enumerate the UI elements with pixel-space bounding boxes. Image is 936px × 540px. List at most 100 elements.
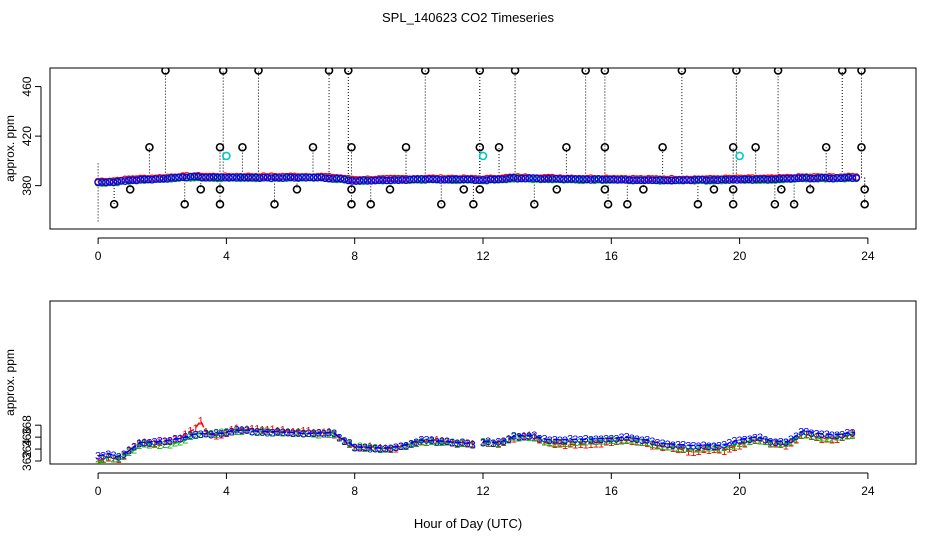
baseline-point bbox=[363, 177, 372, 185]
series-3-marker: 3 bbox=[295, 428, 301, 440]
series-1-marker: 1 bbox=[372, 443, 378, 455]
baseline-point bbox=[613, 176, 622, 184]
baseline-point bbox=[506, 174, 514, 182]
series-2-marker: 2 bbox=[701, 443, 707, 455]
outlier-point bbox=[776, 185, 786, 194]
outlier-point bbox=[161, 68, 170, 75]
series-3-marker: 3 bbox=[598, 434, 604, 446]
baseline-point bbox=[113, 177, 122, 186]
baseline-point bbox=[494, 175, 503, 184]
baseline-point bbox=[698, 175, 707, 184]
baseline-point bbox=[305, 173, 314, 182]
outlier-point bbox=[469, 199, 478, 209]
baseline-point bbox=[606, 175, 614, 184]
series-3-marker: 3 bbox=[793, 431, 799, 443]
outlier-point bbox=[857, 68, 866, 75]
series-2-marker: 2 bbox=[95, 459, 101, 471]
series-3-marker: 3 bbox=[377, 443, 383, 455]
baseline-point bbox=[833, 174, 841, 182]
baseline-point bbox=[286, 173, 295, 182]
series-3-marker: 3 bbox=[742, 435, 748, 447]
baseline-point bbox=[167, 174, 176, 182]
baseline-point bbox=[744, 175, 753, 184]
series-1-marker: 1 bbox=[403, 441, 409, 453]
cyan-point bbox=[735, 151, 744, 161]
outlier-point bbox=[254, 68, 263, 75]
series-1-marker: 1 bbox=[223, 428, 229, 440]
baseline-point bbox=[440, 176, 449, 184]
series-2-marker: 2 bbox=[557, 437, 563, 449]
series-1-marker: 1 bbox=[116, 454, 122, 466]
series-2-marker: 2 bbox=[747, 436, 753, 448]
baseline-point bbox=[563, 175, 572, 183]
series-3-marker: 3 bbox=[500, 436, 506, 448]
series-2-marker: 2 bbox=[167, 439, 173, 451]
baseline-point bbox=[533, 174, 541, 183]
series-3-marker: 3 bbox=[146, 438, 152, 450]
baseline-point bbox=[421, 175, 430, 184]
series-3-marker: 3 bbox=[772, 437, 778, 449]
baseline-point bbox=[475, 176, 483, 185]
series-2-marker: 2 bbox=[572, 437, 578, 449]
series-1-marker: 1 bbox=[757, 435, 763, 447]
series-3-marker: 3 bbox=[562, 435, 568, 447]
outlier-point bbox=[732, 68, 741, 75]
x-tick-label: 12 bbox=[476, 484, 490, 498]
x-tick-label: 24 bbox=[861, 484, 875, 498]
series-2-marker: 2 bbox=[280, 428, 286, 440]
outlier-point bbox=[600, 185, 610, 194]
series-2-marker: 2 bbox=[105, 451, 111, 463]
baseline-point bbox=[479, 176, 487, 184]
series-2-marker: 2 bbox=[239, 426, 245, 438]
series-1-marker: 1 bbox=[234, 423, 240, 435]
series-3-marker: 3 bbox=[121, 449, 127, 461]
baseline-point bbox=[540, 175, 549, 183]
series-1-marker: 1 bbox=[772, 439, 778, 451]
series-3-marker: 3 bbox=[680, 439, 686, 451]
series-3-marker: 3 bbox=[331, 428, 337, 440]
top-panel-scatter: 0 4 8 12 16 20 24 380 420 460 approx. ppm bbox=[3, 67, 917, 263]
series-2-marker: 2 bbox=[423, 437, 429, 449]
baseline-point bbox=[498, 175, 507, 184]
series-2-marker: 2 bbox=[824, 433, 830, 445]
series-1-marker: 1 bbox=[583, 439, 589, 451]
outlier-point bbox=[308, 142, 318, 152]
baseline-point bbox=[548, 175, 557, 183]
series-1-marker: 1 bbox=[506, 434, 512, 446]
series-2-marker: 2 bbox=[270, 428, 276, 440]
series-3-marker: 3 bbox=[157, 436, 163, 448]
series-2-marker: 2 bbox=[449, 437, 455, 449]
series-1-marker: 1 bbox=[839, 432, 845, 444]
series-1-marker: 1 bbox=[783, 441, 789, 453]
series-3-marker: 3 bbox=[639, 435, 645, 447]
outlier-point bbox=[215, 199, 225, 209]
series-2-marker: 2 bbox=[695, 444, 701, 456]
series-3-marker: 3 bbox=[711, 441, 717, 453]
series-1-marker: 1 bbox=[726, 443, 732, 455]
series-2-marker: 2 bbox=[839, 432, 845, 444]
series-1-marker: 1 bbox=[829, 434, 835, 446]
series-3-marker: 3 bbox=[465, 438, 471, 450]
baseline-point bbox=[748, 175, 757, 184]
baseline-point bbox=[513, 174, 522, 183]
baseline-point bbox=[205, 173, 214, 182]
y-tick-label: 362 bbox=[20, 451, 34, 471]
baseline-point bbox=[379, 176, 387, 184]
series-2-marker: 2 bbox=[583, 436, 589, 448]
series-1-marker: 1 bbox=[778, 438, 784, 450]
outlier-point bbox=[751, 142, 760, 152]
series-2-marker: 2 bbox=[526, 432, 532, 444]
baseline-point bbox=[356, 177, 364, 185]
series-2-marker: 2 bbox=[721, 442, 727, 454]
series-1-marker: 1 bbox=[624, 435, 630, 447]
series-3-marker: 3 bbox=[552, 434, 558, 446]
series-3-marker: 3 bbox=[100, 451, 106, 463]
series-1-marker: 1 bbox=[649, 440, 655, 452]
baseline-point bbox=[729, 175, 737, 184]
baseline-point bbox=[409, 175, 418, 184]
series-2-marker: 2 bbox=[516, 432, 522, 444]
series-3-marker: 3 bbox=[629, 433, 635, 445]
baseline-point bbox=[105, 178, 114, 186]
baseline-point bbox=[148, 175, 156, 184]
baseline-point bbox=[675, 176, 684, 184]
